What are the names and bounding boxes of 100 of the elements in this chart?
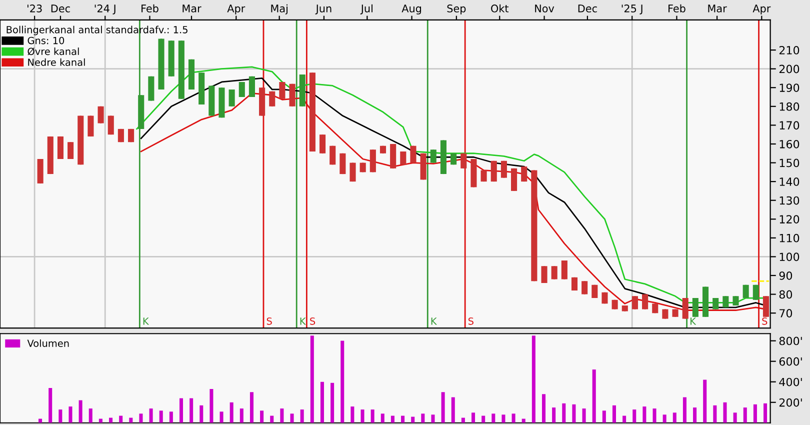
bar [542,394,546,423]
bar [662,414,666,423]
bar [431,414,435,423]
bar [592,370,596,423]
candlestick [712,297,719,310]
bar [411,416,415,423]
bar [502,414,506,423]
candlestick [98,106,104,124]
bar [129,418,133,423]
legend-label: Volumen [27,339,69,347]
candlestick [762,295,770,318]
bar [300,410,304,423]
bar [290,414,294,423]
y-tick-label: 600' [779,357,802,366]
ref-line-label: K [690,318,696,325]
y-tick-label: 150 [780,158,800,168]
bar [451,397,455,423]
bar [652,408,656,423]
bar [672,412,676,423]
bar [482,416,486,423]
candlestick [722,295,729,308]
y-tick-label: 120 [780,215,800,224]
bar [340,340,344,423]
candlestick [320,134,326,154]
bar [421,414,425,423]
bar [753,404,757,423]
x-tick-label: Feb [142,4,158,12]
bar [139,414,143,423]
x-tick-label: Apr [752,4,771,14]
x-tick-label: Feb [668,4,686,12]
y-tick-label: 210 [779,46,800,54]
candlestick [692,297,698,318]
bar [632,410,636,423]
bar [330,382,334,423]
ref-line-label: S [762,317,768,325]
x-tick-label: Mar [182,4,202,12]
candlestick [551,265,558,280]
legend-label: Nedre kanal [28,58,85,66]
bar [622,416,626,423]
x-tick-label: Jun [315,4,332,14]
x-tick-label: '24 J [94,4,116,14]
candlestick [68,141,74,160]
y-tick-label: 110 [780,234,800,242]
bar [492,414,496,423]
bar [320,382,324,423]
ref-line-label: K [143,318,150,325]
candlestick [521,166,528,182]
bar [612,405,616,423]
x-tick-label: Maj [271,4,288,14]
bar [733,412,737,423]
bar [350,406,354,423]
candlestick [582,280,588,296]
y-tick-label: 160 [780,140,800,148]
bar [743,407,747,423]
candlestick [682,297,688,320]
y-tick-label: 200 [779,64,800,74]
y-tick-label: 100 [780,252,800,262]
bar [220,412,224,423]
ref-line-label: S [468,317,474,325]
candlestick [410,145,416,164]
x-tick-label: Aug [402,4,422,14]
bar [260,410,264,423]
bar [401,416,405,423]
bar [310,336,314,423]
ref-line-label: S [266,317,272,325]
candlestick [752,284,759,301]
bar [48,388,52,423]
bar [230,402,234,423]
ref-line-label: S [310,317,316,325]
candlestick [541,265,548,284]
bar [240,408,244,423]
bar [179,398,184,423]
bar [723,402,727,423]
x-tick-label: Dec [51,4,70,12]
legend-label: Gns: 10 [28,36,64,44]
x-tick-label: Dec [578,4,597,12]
bar [572,404,576,423]
candlestick [430,148,436,164]
bar [713,405,717,423]
bar [78,400,82,423]
bar [280,408,284,423]
x-tick-label: '25 J [622,4,642,14]
bar [109,418,113,423]
y-tick-label: 400' [779,378,802,386]
bar [250,392,254,423]
bar [119,416,123,423]
y-tick-label: 190 [780,84,800,92]
bar [149,408,153,423]
bar [703,380,707,423]
bar [68,406,72,423]
y-tick-label: 130 [780,196,800,205]
bar [370,410,374,423]
y-tick-label: 170 [780,121,800,130]
bar [169,412,173,423]
legend-label: Øvre kanal [28,48,79,56]
bar [159,410,163,423]
bar [532,336,536,423]
bar [642,406,646,423]
candlestick [460,152,467,170]
bar [472,412,476,423]
